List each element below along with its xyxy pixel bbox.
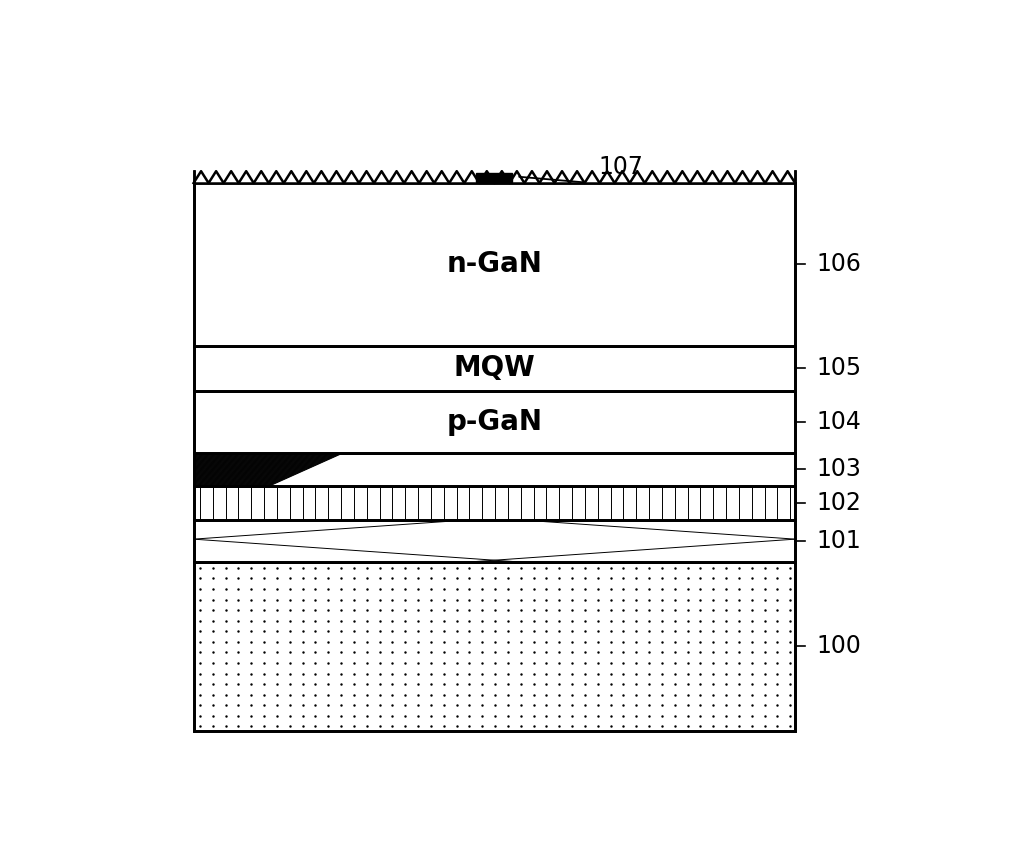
Text: 101: 101	[817, 529, 861, 553]
Bar	[194, 346, 795, 391]
Bar	[194, 346, 795, 391]
Text: 104: 104	[817, 410, 862, 434]
Bar	[194, 486, 795, 520]
Bar	[194, 562, 795, 731]
Text: p-GaN: p-GaN	[446, 408, 542, 436]
Bar	[194, 520, 795, 562]
Bar	[194, 453, 795, 486]
Text: n-GaN: n-GaN	[446, 251, 542, 279]
Bar	[476, 173, 512, 182]
Bar	[194, 520, 795, 562]
Bar	[194, 486, 795, 520]
Bar	[194, 562, 795, 731]
Bar	[194, 391, 795, 453]
Text: 100: 100	[817, 634, 862, 658]
Text: MQW: MQW	[453, 354, 535, 383]
Bar	[194, 453, 795, 486]
Text: 106: 106	[817, 252, 862, 276]
Polygon shape	[194, 172, 795, 183]
Text: 102: 102	[817, 491, 862, 515]
Bar	[194, 183, 795, 346]
Text: 103: 103	[817, 457, 862, 481]
Bar	[194, 183, 795, 346]
Text: 107: 107	[598, 155, 644, 179]
Bar	[194, 391, 795, 453]
Text: 105: 105	[817, 356, 862, 380]
